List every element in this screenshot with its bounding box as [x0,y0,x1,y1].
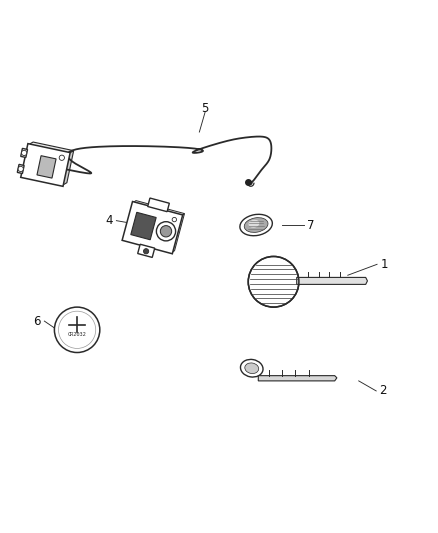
Ellipse shape [240,214,272,236]
Ellipse shape [245,363,259,374]
Polygon shape [138,244,155,257]
Text: 1: 1 [380,258,388,271]
Polygon shape [148,198,170,212]
Text: 5: 5 [201,102,209,115]
FancyBboxPatch shape [122,201,183,254]
Text: 7: 7 [307,219,314,231]
Polygon shape [131,212,156,240]
Ellipse shape [244,217,268,232]
Polygon shape [28,142,74,154]
Circle shape [54,307,100,352]
Text: 4: 4 [105,214,113,227]
Circle shape [21,150,27,156]
Polygon shape [297,277,367,285]
Polygon shape [258,376,337,381]
Ellipse shape [248,220,259,228]
Circle shape [160,225,172,237]
Text: 2: 2 [379,384,386,398]
Circle shape [172,217,177,222]
Circle shape [59,155,64,160]
Text: 6: 6 [33,314,40,328]
Circle shape [144,248,149,254]
Polygon shape [21,148,28,157]
Text: CR2032: CR2032 [68,332,86,337]
FancyBboxPatch shape [21,143,70,187]
Circle shape [248,256,299,307]
Ellipse shape [240,359,263,377]
Polygon shape [133,200,184,215]
Polygon shape [18,164,24,173]
Circle shape [156,222,176,241]
Polygon shape [37,156,56,178]
Polygon shape [62,151,74,185]
Polygon shape [172,214,184,253]
Circle shape [18,166,23,172]
